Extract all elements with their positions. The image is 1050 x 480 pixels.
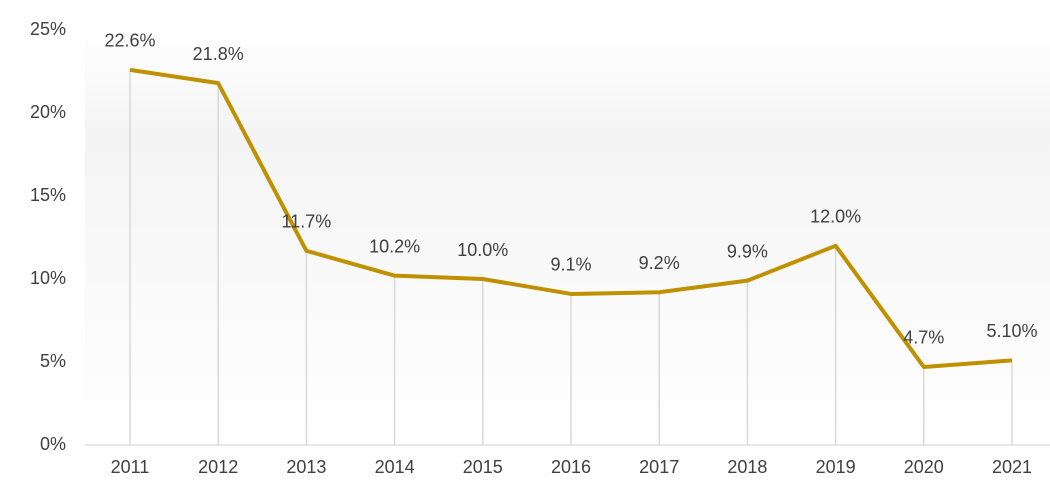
data-label: 22.6%: [104, 31, 155, 51]
x-tick-label: 2021: [992, 457, 1032, 477]
y-tick-label: 15%: [30, 185, 66, 205]
y-tick-label: 25%: [30, 19, 66, 39]
data-label: 10.0%: [457, 240, 508, 260]
x-tick-label: 2014: [375, 457, 415, 477]
x-tick-label: 2019: [816, 457, 856, 477]
data-label: 10.2%: [369, 236, 420, 256]
data-label: 11.7%: [282, 212, 332, 232]
x-tick-label: 2015: [463, 457, 503, 477]
data-label: 5.10%: [986, 321, 1037, 341]
plot-background: [85, 30, 1050, 445]
data-label: 9.2%: [639, 253, 680, 273]
y-tick-label: 20%: [30, 102, 66, 122]
x-tick-label: 2020: [904, 457, 944, 477]
data-line: [129, 67, 1013, 369]
x-tick-label: 2011: [111, 457, 150, 477]
y-tick-label: 10%: [30, 268, 66, 288]
x-tick-label: 2018: [727, 457, 767, 477]
y-tick-label: 5%: [40, 351, 66, 371]
data-label: 12.0%: [810, 207, 861, 227]
x-tick-label: 2017: [639, 457, 679, 477]
x-tick-label: 2013: [286, 457, 326, 477]
data-label: 9.9%: [727, 241, 768, 261]
data-label: 4.7%: [903, 328, 944, 348]
y-tick-label: 0%: [40, 434, 66, 454]
data-label: 21.8%: [193, 44, 244, 64]
data-label: 9.1%: [550, 255, 591, 275]
x-tick-label: 2012: [198, 457, 238, 477]
x-tick-label: 2016: [551, 457, 591, 477]
